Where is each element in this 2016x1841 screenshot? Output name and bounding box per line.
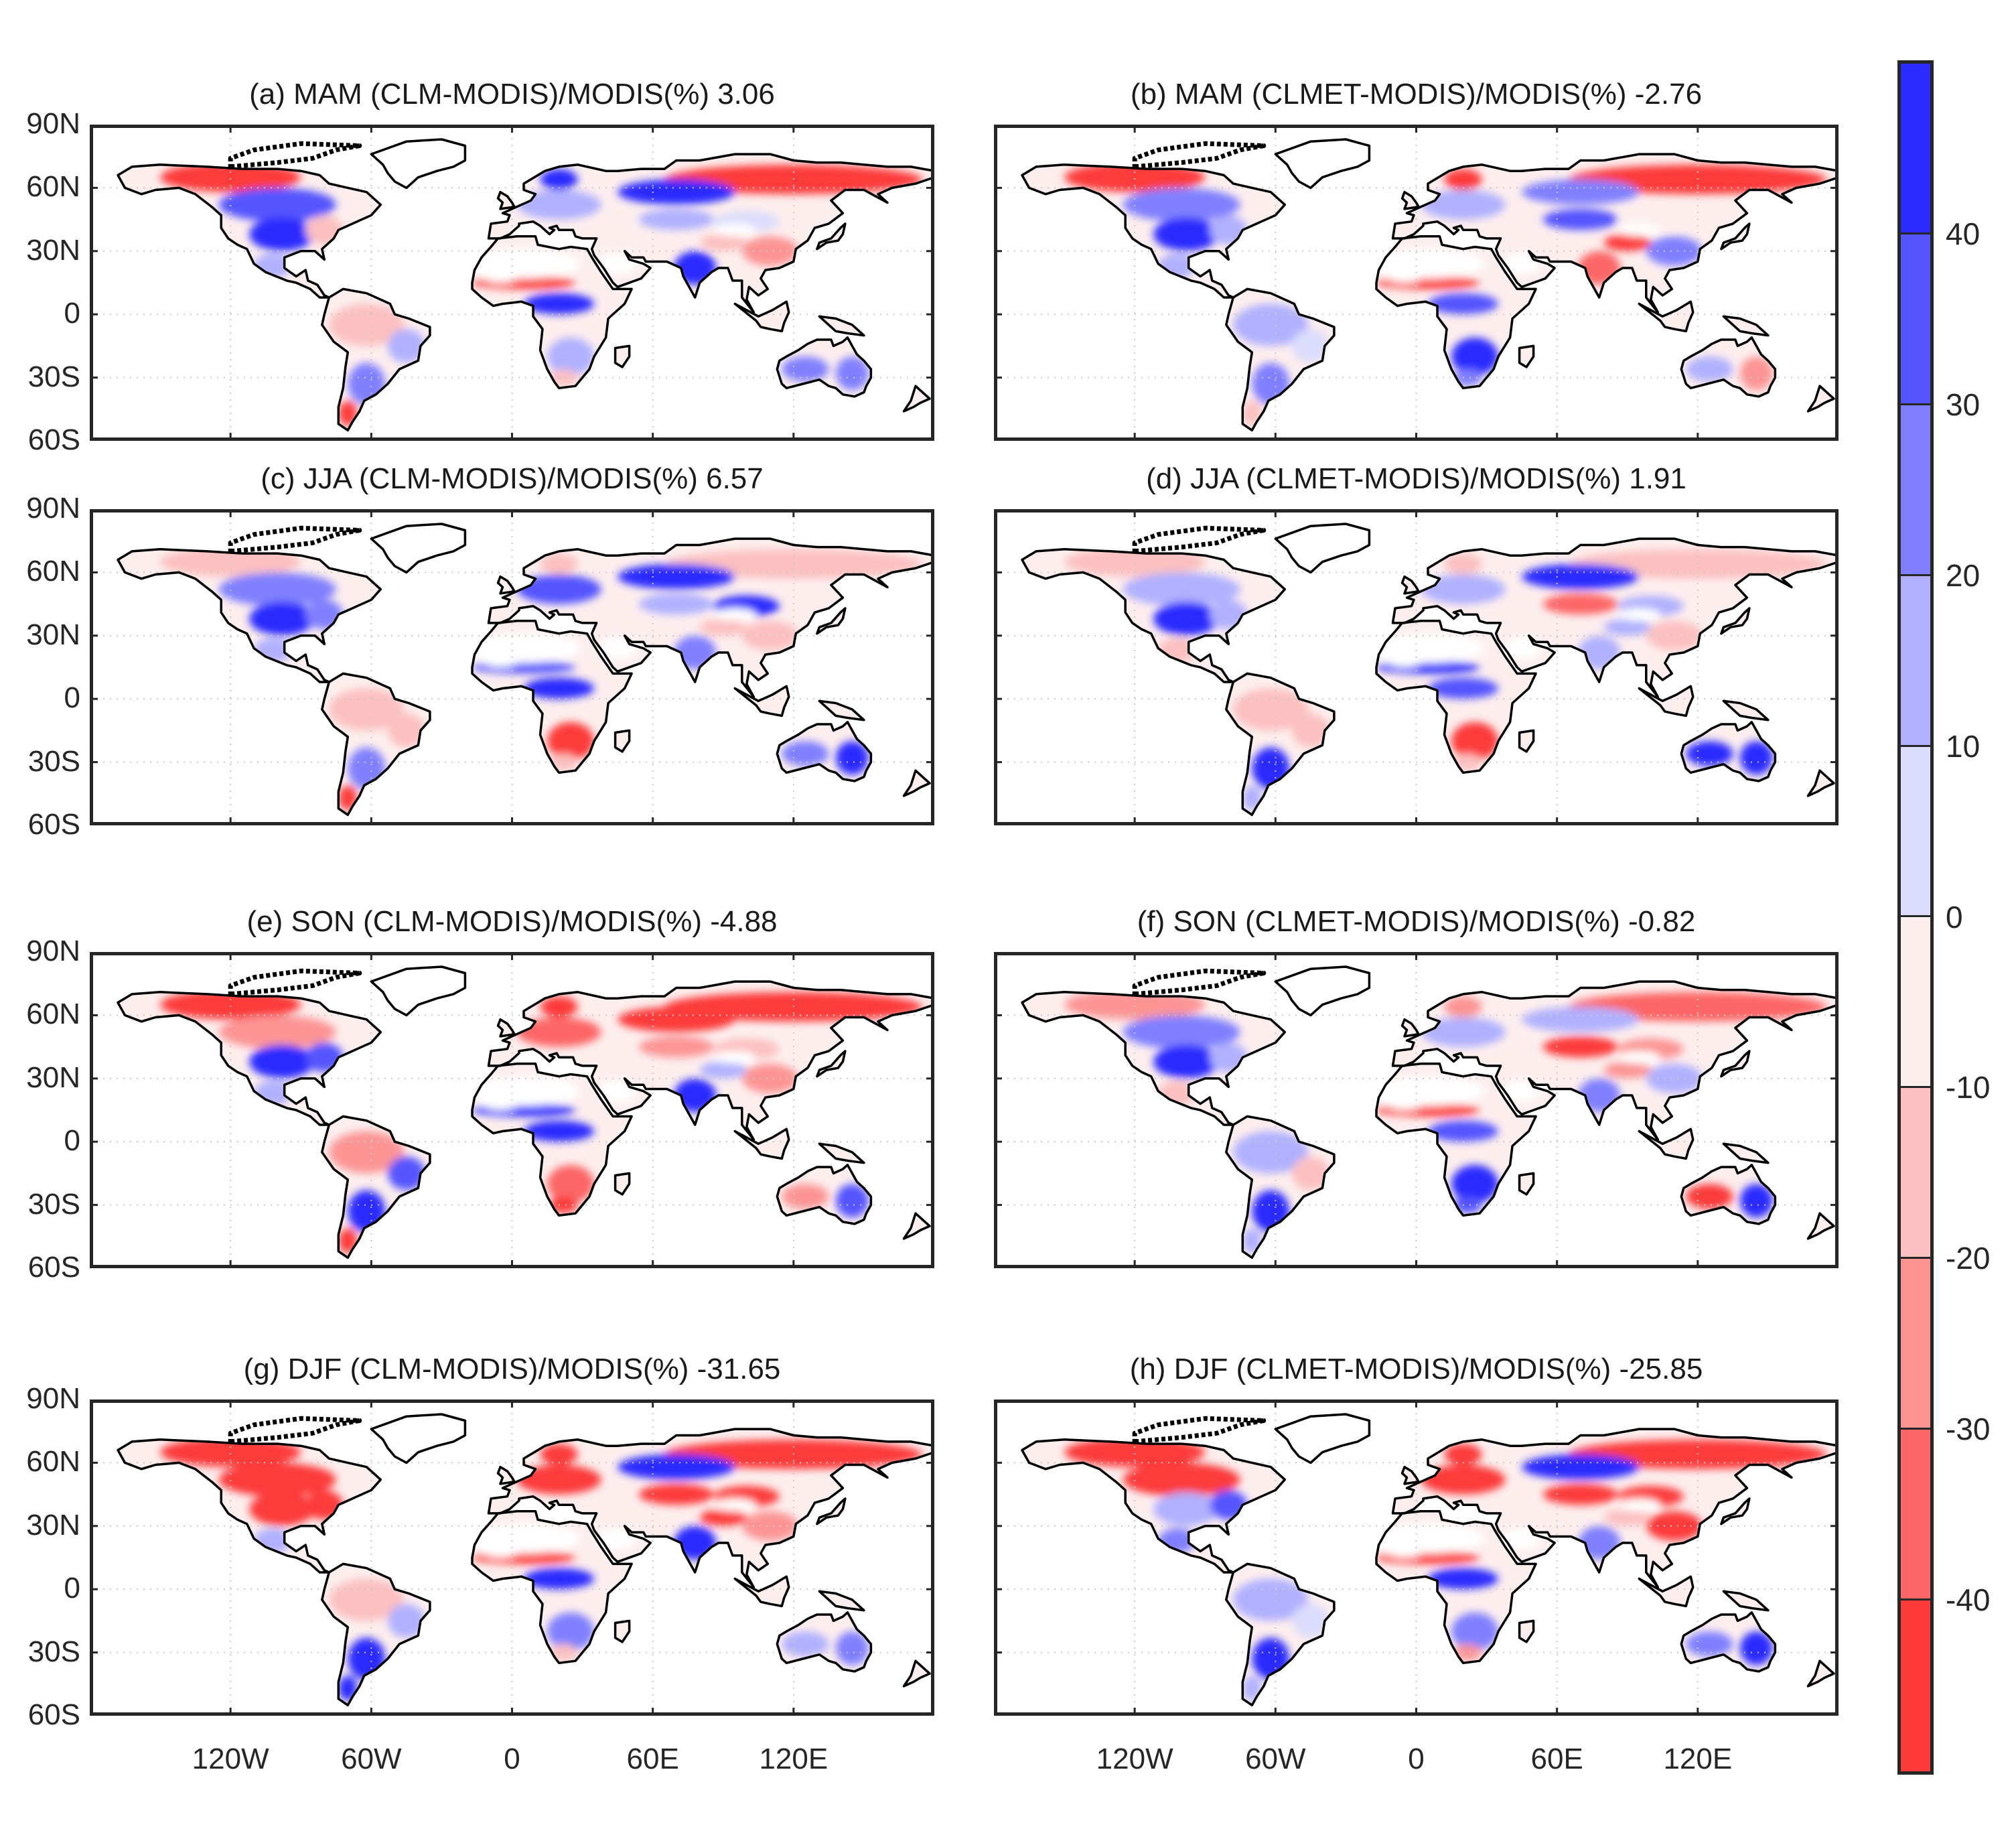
panel-title-h: (h) DJF (CLMET-MODIS)/MODIS(%) -25.85 bbox=[1129, 1353, 1703, 1385]
y-tick-label: 0 bbox=[64, 1124, 80, 1158]
x-tick-label: 120W bbox=[1096, 1743, 1173, 1775]
panel-title-b: (b) MAM (CLMET-MODIS)/MODIS(%) -2.76 bbox=[1130, 78, 1703, 111]
y-tick-label: 90N bbox=[26, 107, 80, 140]
colorbar-tick-label: -20 bbox=[1946, 1241, 1991, 1276]
map-panel-a bbox=[90, 125, 934, 441]
y-tick-label: 60S bbox=[27, 423, 80, 456]
colorbar-segment bbox=[1901, 746, 1930, 918]
colorbar-tick-label: 0 bbox=[1946, 899, 1963, 935]
y-tick-label: 0 bbox=[64, 1572, 80, 1605]
colorbar-tick-label: 30 bbox=[1946, 387, 1981, 422]
y-tick-label: 60S bbox=[27, 808, 80, 841]
map-panel-f bbox=[994, 952, 1839, 1268]
colorbar-segment bbox=[1901, 1259, 1930, 1430]
y-tick-label: 30N bbox=[26, 1061, 80, 1094]
colorbar-tick-label: -30 bbox=[1946, 1412, 1991, 1447]
map-panel-c bbox=[90, 509, 934, 825]
panel-title-e: (e) SON (CLM-MODIS)/MODIS(%) -4.88 bbox=[246, 905, 778, 938]
panel-title-c: (c) JJA (CLM-MODIS)/MODIS(%) 6.57 bbox=[261, 462, 764, 495]
y-tick-label: 30S bbox=[27, 1635, 80, 1668]
x-tick-label: 120W bbox=[192, 1743, 269, 1775]
y-tick-label: 30S bbox=[27, 360, 80, 393]
colorbar-tick-label: 20 bbox=[1946, 557, 1981, 593]
x-tick-label: 120E bbox=[759, 1743, 829, 1775]
colorbar-tick-label: 10 bbox=[1946, 728, 1981, 764]
colorbar-segment bbox=[1901, 405, 1930, 576]
x-tick-label: 60E bbox=[1530, 1743, 1583, 1775]
y-tick-label: 30S bbox=[27, 744, 80, 778]
y-tick-label: 90N bbox=[26, 1382, 80, 1415]
colorbar-segment bbox=[1901, 575, 1930, 747]
colorbar-segment bbox=[1901, 1430, 1930, 1601]
y-tick-label: 60N bbox=[26, 998, 80, 1031]
x-tick-label: 120E bbox=[1663, 1743, 1733, 1775]
panel-title-g: (g) DJF (CLM-MODIS)/MODIS(%) -31.65 bbox=[243, 1353, 781, 1385]
panel-title-f: (f) SON (CLMET-MODIS)/MODIS(%) -0.82 bbox=[1137, 905, 1696, 938]
y-tick-label: 60N bbox=[26, 170, 80, 204]
x-tick-label: 60W bbox=[1245, 1743, 1306, 1775]
x-tick-label: 0 bbox=[504, 1743, 520, 1775]
y-tick-label: 30N bbox=[26, 618, 80, 651]
panel-title-a: (a) MAM (CLM-MODIS)/MODIS(%) 3.06 bbox=[249, 78, 775, 111]
colorbar-segment bbox=[1901, 64, 1930, 234]
colorbar-tick-label: -10 bbox=[1946, 1070, 1991, 1105]
map-panel-h bbox=[994, 1400, 1839, 1716]
y-tick-label: 0 bbox=[64, 681, 80, 715]
y-tick-label: 60S bbox=[27, 1251, 80, 1284]
colorbar-tick-label: -40 bbox=[1946, 1582, 1991, 1618]
colorbar-segment bbox=[1901, 234, 1930, 405]
x-tick-label: 60W bbox=[341, 1743, 402, 1775]
map-panel-e bbox=[90, 952, 934, 1268]
y-tick-label: 90N bbox=[26, 492, 80, 525]
colorbar bbox=[1897, 60, 1934, 1775]
y-tick-label: 60S bbox=[27, 1698, 80, 1731]
map-panel-g bbox=[90, 1400, 934, 1716]
colorbar-segment bbox=[1901, 1088, 1930, 1259]
y-tick-label: 90N bbox=[26, 935, 80, 967]
colorbar-segment bbox=[1901, 917, 1930, 1089]
colorbar-segment bbox=[1901, 1600, 1930, 1771]
y-tick-label: 60N bbox=[26, 1445, 80, 1479]
y-tick-label: 60N bbox=[26, 555, 80, 588]
y-tick-label: 0 bbox=[64, 297, 80, 330]
map-panel-b bbox=[994, 125, 1839, 441]
panel-title-d: (d) JJA (CLMET-MODIS)/MODIS(%) 1.91 bbox=[1146, 462, 1686, 495]
y-tick-label: 30N bbox=[26, 233, 80, 267]
y-tick-label: 30N bbox=[26, 1508, 80, 1542]
y-tick-label: 30S bbox=[27, 1187, 80, 1221]
map-panel-d bbox=[994, 509, 1839, 825]
colorbar-tick-label: 40 bbox=[1946, 216, 1981, 251]
x-tick-label: 0 bbox=[1408, 1743, 1425, 1775]
x-tick-label: 60E bbox=[626, 1743, 679, 1775]
